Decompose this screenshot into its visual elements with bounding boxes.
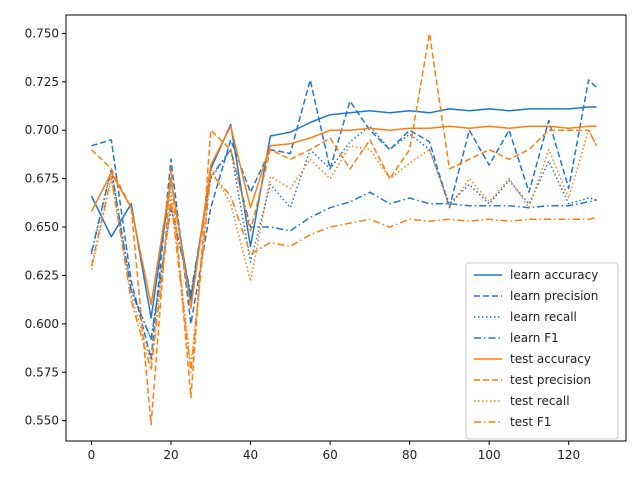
series-line-1 [91,79,598,360]
legend-label: learn precision [510,289,598,303]
legend-label: test accuracy [510,352,591,366]
x-tick-label: 120 [557,448,580,462]
y-tick-label: 0.550 [25,414,59,428]
legend-label: test precision [510,373,591,387]
series-line-5 [90,32,598,426]
x-axis: 0 20 40 60 80 100 120 [88,441,580,462]
y-tick-label: 0.650 [25,220,59,234]
series-line-7 [90,172,597,374]
y-tick-label: 0.750 [25,26,59,40]
y-tick-label: 0.625 [25,268,59,282]
y-tick-label: 0.600 [25,317,59,331]
x-tick-label: 0 [88,448,96,462]
legend-label: learn recall [510,310,577,324]
x-tick-label: 40 [243,448,258,462]
series-line-6 [90,129,598,368]
legend-label: learn accuracy [510,268,598,282]
legend-label: test F1 [510,415,551,429]
y-axis: 0.550 0.575 0.600 0.625 0.650 0.675 0.700 0.725… [25,26,66,428]
x-tick-label: 20 [163,448,178,462]
series-line-3 [90,148,597,341]
x-tick-label: 80 [402,448,417,462]
x-tick-label: 60 [322,448,337,462]
plot-frame [65,14,627,442]
legend: learn accuracy learn precision learn recal… [465,262,619,440]
series-line-4 [90,125,597,310]
series-line-2 [90,125,597,341]
y-tick-label: 0.700 [25,123,59,137]
legend-label: test recall [510,394,570,408]
y-tick-label: 0.575 [25,365,59,379]
legend-box [465,262,619,440]
y-tick-label: 0.675 [25,172,59,186]
legend-label: learn F1 [510,331,559,345]
x-tick-label: 100 [478,448,501,462]
y-tick-label: 0.725 [25,75,59,89]
series-layer [90,32,598,426]
